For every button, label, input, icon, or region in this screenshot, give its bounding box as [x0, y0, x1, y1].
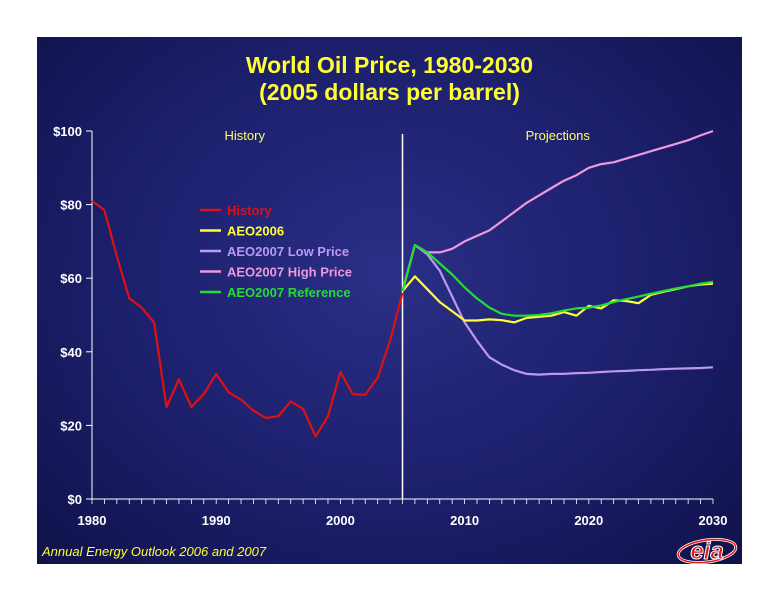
region-label-history: History: [225, 128, 266, 143]
x-tick-label: 2020: [574, 513, 603, 528]
series-line-aeo2007-high-price: [401, 129, 714, 292]
series-line-history: [91, 200, 404, 438]
y-tick-label: $40: [60, 345, 82, 360]
source-footnote: Annual Energy Outlook 2006 and 2007: [42, 544, 267, 559]
x-tick-label: 2030: [699, 513, 728, 528]
chart-labels: History Projections: [225, 128, 591, 143]
logo-swoosh-inner: [677, 538, 737, 564]
x-tick-label: 1980: [78, 513, 107, 528]
chart-legend: History AEO2006 AEO2007 Low Price AEO2007 H…: [200, 203, 352, 300]
legend-label-history: History: [227, 203, 273, 218]
y-tick-label: $0: [68, 492, 82, 507]
logo-text: eia: [690, 538, 723, 565]
y-tick-label: $60: [60, 271, 82, 286]
series-line-aeo2007-reference: [401, 244, 714, 317]
chart-title: World Oil Price, 1980-2030 (2005 dollars…: [37, 52, 742, 106]
legend-label-aeo2006: AEO2006: [227, 224, 284, 239]
x-tick-label: 2000: [326, 513, 355, 528]
title-line-1: World Oil Price, 1980-2030: [245, 52, 534, 78]
y-tick-label: $20: [60, 418, 82, 433]
chart-axes: $0 $20 $40 $60 $80 $100 1980 1990 2000 2010 2020 20…: [53, 124, 727, 528]
title-line-2: (2005 dollars per barrel): [259, 79, 520, 105]
series-line-aeo2007-low-price: [401, 244, 714, 376]
y-tick-label: $100: [53, 124, 82, 139]
series-line-aeo2006: [401, 275, 714, 324]
y-tick-label: $80: [60, 198, 82, 213]
x-tick-label: 2010: [450, 513, 479, 528]
legend-label-aeo2007-low-price: AEO2007 Low Price: [227, 244, 349, 259]
chart-series: [91, 129, 714, 438]
eia-logo: eia: [676, 538, 738, 566]
region-label-projections: Projections: [526, 128, 591, 143]
x-tick-label: 1990: [202, 513, 231, 528]
legend-label-aeo2007-high-price: AEO2007 High Price: [227, 265, 352, 280]
legend-label-aeo2007-reference: AEO2007 Reference: [227, 285, 351, 300]
